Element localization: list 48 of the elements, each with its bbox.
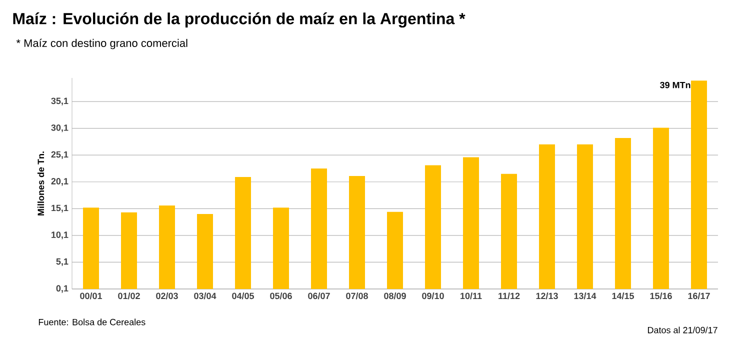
bar — [576, 144, 593, 289]
bar — [425, 165, 441, 289]
x-tick-label: 04/05 — [232, 292, 254, 300]
x-tick-label: 06/07 — [308, 292, 330, 300]
x-tick-label: 16/17 — [688, 292, 710, 300]
y-tick-label: 0,1 — [56, 285, 68, 293]
x-tick-label: 11/12 — [498, 292, 520, 300]
bar — [652, 128, 669, 289]
x-tick-label: 02/03 — [156, 292, 178, 300]
bar — [235, 177, 252, 289]
bar — [387, 212, 403, 289]
y-tick-label: 35,1 — [51, 98, 68, 106]
bar — [121, 212, 138, 289]
bar — [349, 176, 366, 289]
y-tick-label: 5,1 — [56, 258, 68, 266]
source-note: Fuente: Bolsa de Cereales — [38, 318, 146, 326]
bar — [538, 144, 555, 289]
x-tick-label: 00/01 — [80, 292, 102, 300]
x-tick-label: 13/14 — [574, 292, 596, 300]
chart-title: Maíz : Evolución de la producción de maíz en la Argentina * — [13, 12, 466, 28]
x-tick-label: 07/08 — [346, 292, 368, 300]
x-tick-label: 14/15 — [612, 292, 634, 300]
annotation: 39 MTn — [660, 82, 690, 88]
x-tick-label: 12/13 — [536, 292, 558, 300]
bar — [501, 174, 517, 289]
bar — [690, 80, 707, 289]
bar — [273, 208, 290, 289]
y-tick-label: 30,1 — [51, 124, 68, 132]
x-tick-label: 01/02 — [118, 292, 140, 300]
bar — [83, 208, 100, 289]
x-tick-label: 05/06 — [270, 292, 292, 300]
y-tick-label: 25,1 — [51, 151, 68, 159]
x-tick-label: 03/04 — [194, 292, 216, 300]
text: Datos al 21/09/17 — [648, 326, 718, 334]
bar — [614, 138, 631, 289]
y-tick-label: 10,1 — [52, 232, 68, 240]
x-tick-label: 09/10 — [422, 292, 444, 300]
y-tick-label: 20,1 — [51, 178, 68, 186]
bar — [311, 168, 328, 289]
x-tick-label: 08/09 — [384, 292, 406, 300]
chart-subtitle: * Maíz con destino grano comercial — [16, 38, 188, 50]
bar — [159, 205, 176, 289]
y-tick-label: 15,1 — [52, 204, 68, 212]
y-axis-title: Millones de Tn. — [37, 152, 44, 216]
x-tick-label: 15/16 — [650, 292, 672, 300]
bar — [463, 157, 479, 289]
x-tick-label: 10/11 — [460, 292, 482, 300]
bar — [197, 214, 214, 289]
